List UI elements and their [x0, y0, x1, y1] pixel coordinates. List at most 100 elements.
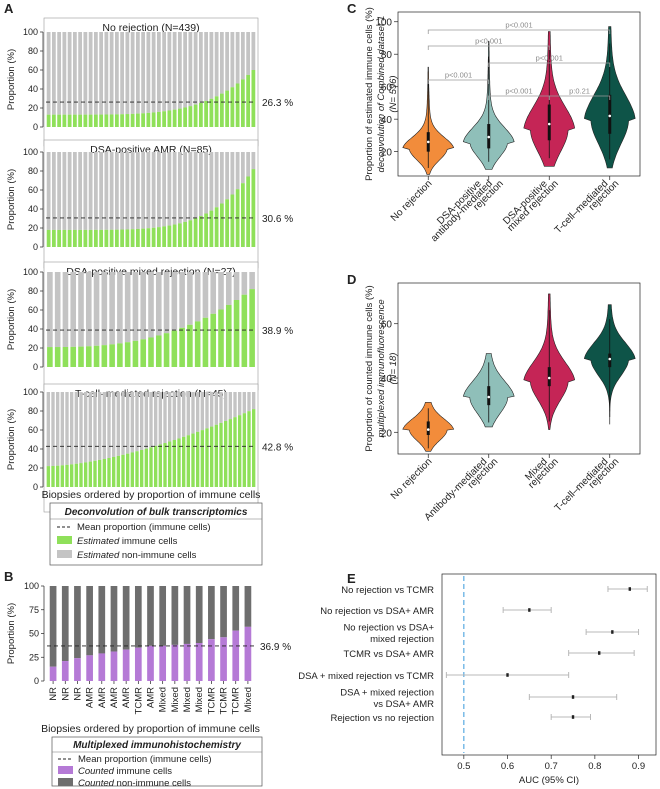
p-value-label: p:0.21 — [569, 87, 590, 96]
panel-d: D 20 40 60 Proportion of counted immune cell… — [347, 272, 641, 523]
x-tick-label: Mixed — [158, 687, 169, 712]
bar-immune — [208, 639, 215, 681]
panel-e: ENo rejection vs TCMR No rejection vs DSA… — [298, 571, 657, 786]
bar-non-immune — [202, 272, 209, 318]
violin-iqr-box — [426, 421, 430, 435]
bar-non-immune — [163, 272, 170, 334]
bar-immune — [171, 330, 178, 367]
bar-immune — [195, 643, 203, 681]
bar-immune — [225, 304, 232, 367]
subplot-a-3: DSA-positive mixed rejection (N=27)38.9 … — [6, 261, 293, 391]
bar-immune — [240, 183, 245, 247]
x-tick-label: 0.9 — [632, 761, 645, 772]
bar-non-immune — [85, 272, 92, 347]
bar-immune — [202, 317, 209, 367]
bar-immune — [194, 321, 201, 367]
bar-immune — [162, 226, 167, 247]
row-label: DSA + mixed rejection vs TCMR — [298, 671, 434, 682]
bar-immune — [120, 114, 125, 127]
bar-immune — [246, 176, 251, 247]
y-tick-label: 60 — [28, 305, 38, 315]
bar-non-immune — [195, 392, 200, 432]
bar-immune — [67, 114, 72, 127]
bar-non-immune — [109, 272, 115, 345]
bar-immune — [198, 102, 203, 127]
bar-immune — [130, 113, 135, 127]
bar-non-immune — [46, 32, 51, 115]
row-label: No rejection vs DSA+ AMR — [320, 606, 434, 617]
bar-non-immune — [70, 272, 77, 347]
legend-text: Estimated immune cells — [77, 536, 178, 547]
bar-non-immune — [187, 272, 193, 325]
bar-immune — [177, 108, 182, 127]
bar-immune — [109, 344, 115, 367]
mean-label: 26.3 % — [262, 98, 293, 109]
bar-non-immune — [148, 272, 154, 338]
bar-immune — [155, 335, 162, 367]
x-tick-label: Mixed — [170, 687, 181, 712]
violin-iqr-box — [608, 353, 612, 368]
bar-non-immune — [209, 32, 214, 99]
bar-non-immune — [65, 392, 69, 465]
x-tick-label: TCMR — [133, 687, 144, 715]
bar-non-immune — [163, 392, 167, 444]
bar-non-immune — [147, 586, 154, 646]
bar-non-immune — [51, 392, 55, 466]
bar-immune — [93, 460, 97, 487]
significance-bracket — [427, 79, 490, 84]
bar-immune — [122, 649, 130, 681]
bar-non-immune — [139, 392, 144, 450]
bar-non-immune — [135, 152, 140, 229]
subplot-a-2: DSA-positive AMR (N=85) 30.6 % 0 20 40 60 80 10… — [6, 139, 293, 269]
bar-non-immune — [125, 152, 130, 230]
bar-immune — [210, 313, 217, 367]
bar-immune — [125, 114, 130, 127]
bar-immune — [114, 114, 119, 127]
bar-non-immune — [204, 32, 209, 101]
bar-non-immune — [198, 32, 203, 103]
bar-immune — [156, 227, 161, 247]
bar-immune — [195, 431, 200, 487]
subplot-title: No rejection (N=439) — [102, 22, 199, 34]
y-tick-label: 100 — [23, 147, 38, 157]
bar-non-immune — [235, 152, 240, 190]
bar-immune — [162, 111, 167, 127]
bar-non-immune — [78, 152, 83, 230]
legend-frame — [51, 736, 263, 787]
bar-immune — [167, 225, 172, 247]
bar-immune — [104, 229, 109, 247]
bar-immune — [251, 169, 256, 247]
plot-frame — [397, 11, 641, 177]
bar-immune — [57, 229, 62, 247]
bar-immune — [139, 449, 144, 487]
p-value-label: p<0.001 — [475, 37, 502, 46]
bar-immune — [65, 464, 69, 487]
bar-non-immune — [141, 32, 146, 114]
auc-point — [628, 587, 631, 591]
row-label: TCMR vs DSA+ AMR — [343, 649, 434, 660]
x-tick-label: Antibody-mediated — [423, 456, 490, 523]
bar-immune — [158, 444, 163, 487]
bar-non-immune — [83, 32, 88, 115]
bar-immune — [85, 346, 92, 367]
x-tick-label: Mixed — [194, 687, 205, 712]
bar-immune — [101, 345, 108, 367]
bar-non-immune — [83, 392, 88, 463]
bar-immune — [246, 74, 251, 127]
y-axis-label: (N= 18) — [388, 353, 399, 385]
bar-non-immune — [135, 32, 140, 114]
bar-non-immune — [156, 152, 161, 228]
significance-bracket — [548, 95, 611, 100]
x-tick-label: Mixed — [182, 687, 193, 712]
violin-iqr-box — [608, 94, 612, 134]
bar-non-immune — [54, 272, 61, 348]
bar-non-immune — [181, 392, 186, 437]
bar-non-immune — [198, 152, 203, 217]
bar-immune — [220, 637, 227, 681]
bar-non-immune — [114, 32, 119, 115]
bar-non-immune — [240, 152, 245, 184]
bar-immune — [132, 340, 139, 367]
bar-immune — [188, 106, 193, 127]
bar-non-immune — [171, 586, 179, 645]
y-tick-label: 80 — [28, 406, 38, 416]
